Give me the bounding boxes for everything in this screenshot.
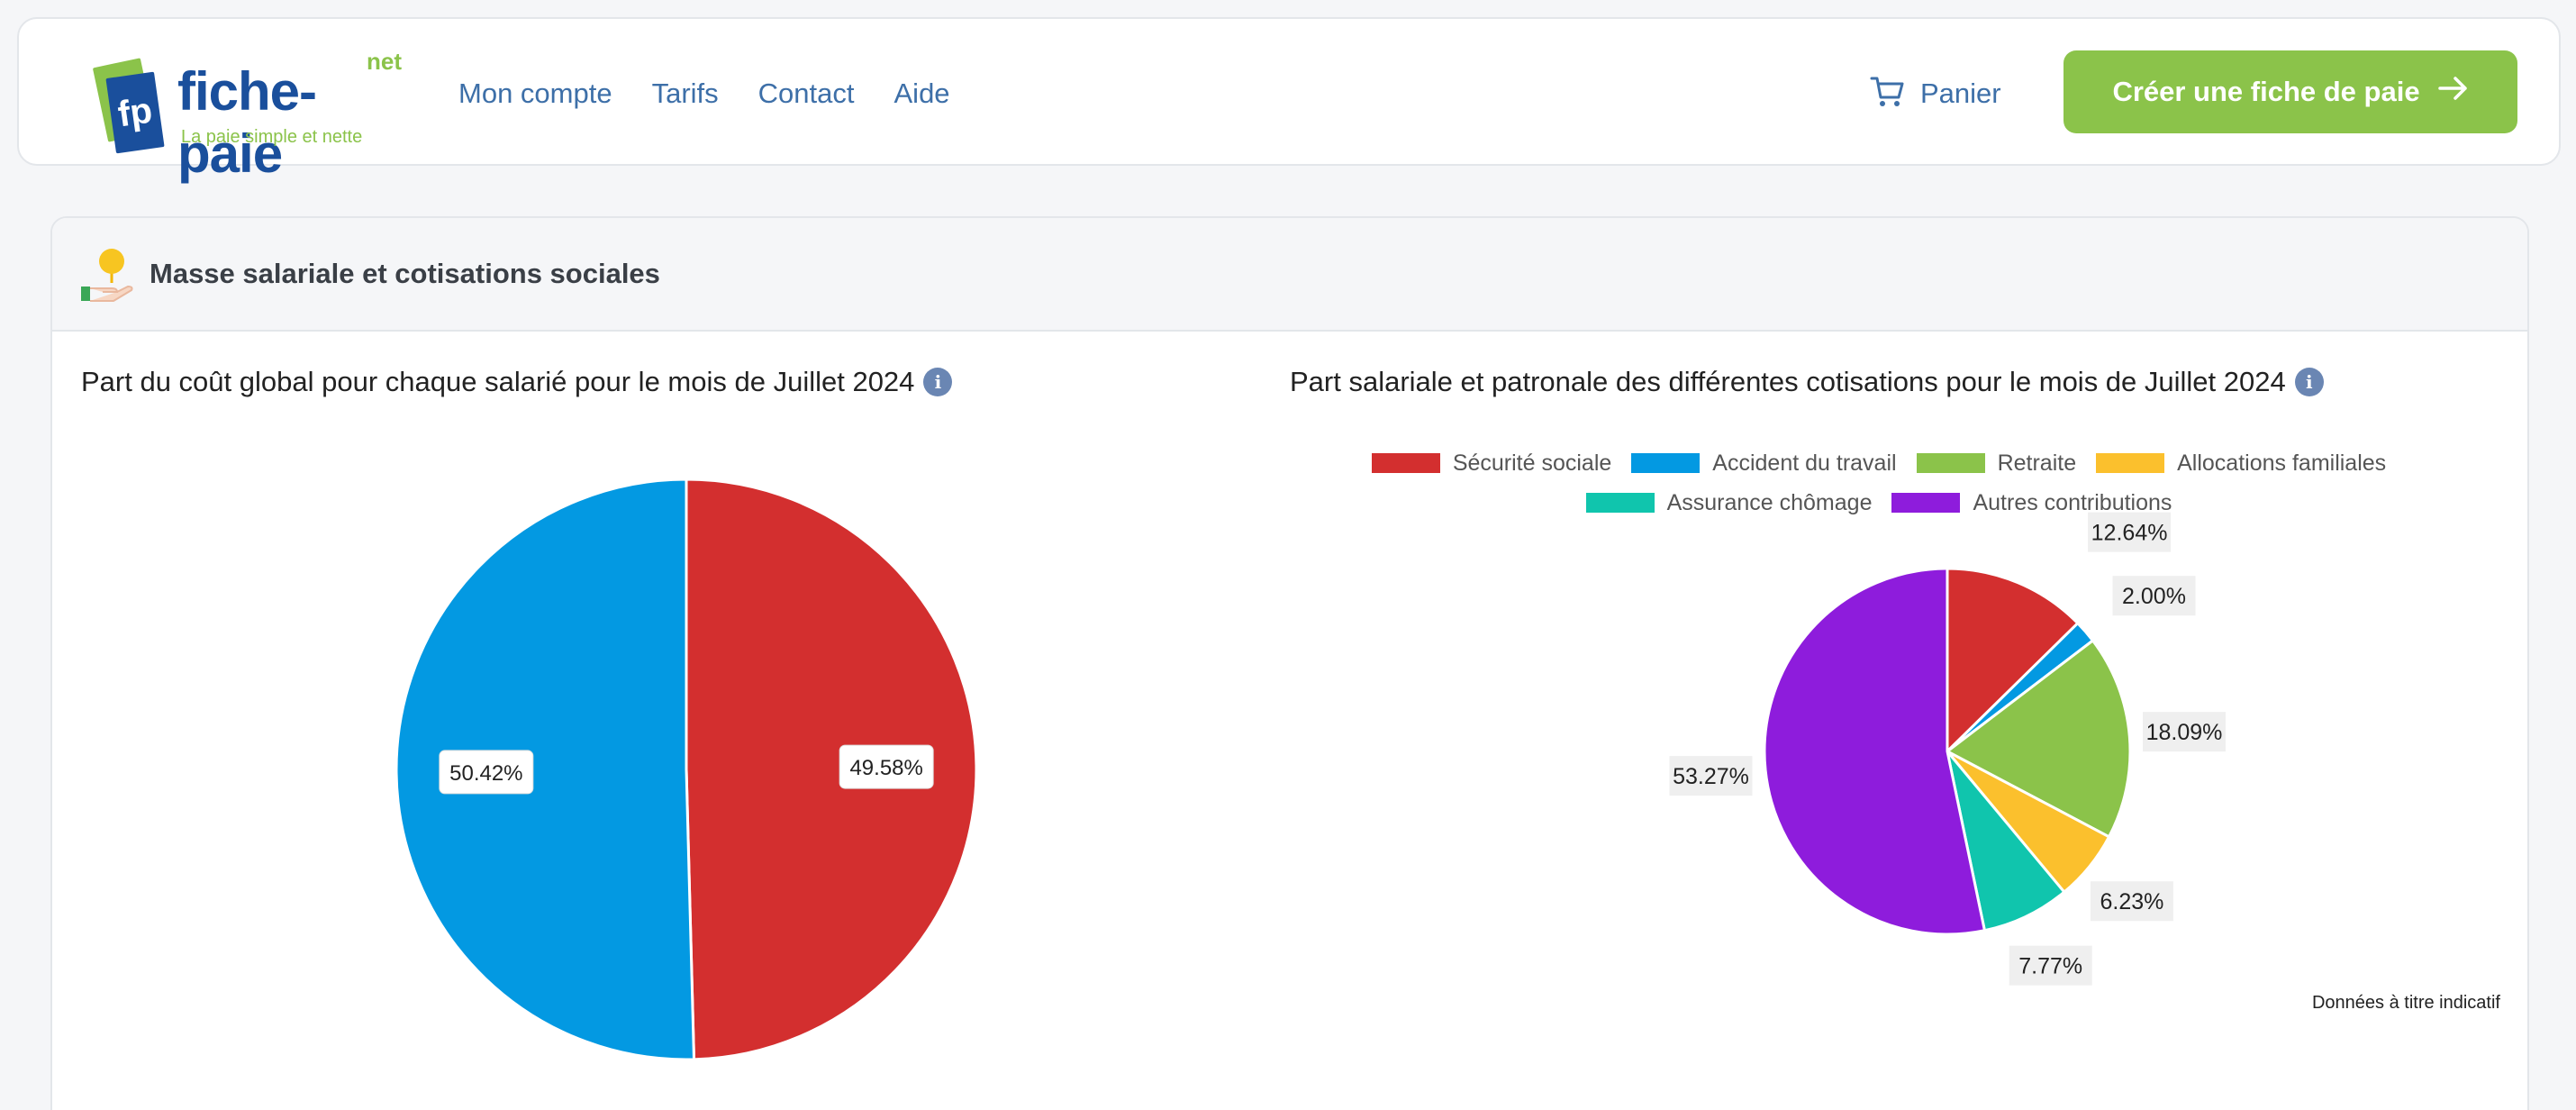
svg-text:53.27%: 53.27% [1673, 764, 1749, 789]
pie2-data-label-2: 18.09% [2142, 712, 2226, 752]
legend-label: Sécurité sociale [1452, 450, 1612, 476]
cart-link[interactable]: Panier [1870, 71, 2001, 116]
pie1-data-label-0: 49.58% [839, 744, 934, 789]
svg-text:7.77%: 7.77% [2018, 954, 2082, 979]
pie2-data-label-5: 53.27% [1669, 756, 1753, 796]
legend-swatch [1371, 453, 1440, 473]
brand-tagline: La paie simple et nette [181, 127, 363, 147]
legend-label: Allocations familiales [2177, 450, 2387, 476]
chart-1-title-text: Part du coût global pour chaque salarié … [81, 366, 915, 397]
legend-label: Assurance chômage [1666, 489, 1873, 515]
pie-chart-contributions: 12.64% 2.00% 18.09% 6.23% 7.77% 53.27% [1669, 512, 2226, 986]
top-navbar: fp fiche-paie net La paie simple et nett… [17, 17, 2561, 184]
nav-link-aide[interactable]: Aide [893, 77, 950, 109]
card-header: Masse salariale et cotisations sociales [52, 218, 2527, 332]
nav-link-tarifs[interactable]: Tarifs [651, 77, 719, 109]
brand-name: fiche-paie [177, 61, 317, 184]
legend-swatch [2096, 453, 2165, 473]
chart-2-legend: Sécurité sociale Accident du travail Retra… [1293, 443, 2464, 523]
brand-logo[interactable]: fp fiche-paie net La paie simple et nett… [78, 44, 421, 184]
legend-swatch [1585, 493, 1655, 513]
legend-item[interactable]: Retraite [1916, 450, 2077, 477]
info-icon[interactable]: i [2294, 368, 2324, 396]
nav-link-contact[interactable]: Contact [757, 77, 855, 109]
info-icon[interactable]: i [923, 368, 953, 396]
svg-text:18.09%: 18.09% [2146, 720, 2223, 745]
legend-row: Sécurité sociale Accident du travail Retra… [1293, 443, 2464, 483]
legend-swatch [1631, 453, 1701, 473]
legend-item[interactable]: Sécurité sociale [1371, 450, 1612, 477]
pie2-data-label-4: 7.77% [2009, 945, 2092, 986]
svg-text:49.58%: 49.58% [849, 756, 922, 780]
hand-coin-icon [81, 247, 135, 305]
pie1-data-label-1: 50.42% [439, 750, 534, 795]
create-payslip-label: Créer une fiche de paie [2112, 76, 2420, 107]
legend-item[interactable]: Accident du travail [1631, 450, 1897, 477]
arrow-right-icon [2437, 75, 2469, 109]
pie1-slice-1[interactable] [395, 478, 696, 1061]
chart-2-title: Part salariale et patronale des différen… [1290, 366, 2324, 398]
svg-text:50.42%: 50.42% [449, 761, 522, 786]
pie1-slice-0[interactable] [685, 478, 978, 1061]
svg-text:6.23%: 6.23% [2100, 889, 2164, 914]
chart-2-title-text: Part salariale et patronale des différen… [1290, 366, 2286, 397]
pie2-slice-2[interactable] [1945, 638, 2132, 839]
pie2-data-label-0: 12.64% [2088, 512, 2172, 552]
svg-text:12.64%: 12.64% [2091, 521, 2168, 546]
legend-label: Accident du travail [1712, 450, 1897, 476]
pie-chart-cost-share: 49.58% 50.42% [395, 478, 978, 1061]
legend-swatch [1891, 493, 1961, 513]
brand-net: net [367, 48, 402, 75]
card-title: Masse salariale et cotisations sociales [150, 258, 660, 289]
cart-label: Panier [1920, 77, 2001, 109]
legend-row: Assurance chômage Autres contributions [1293, 483, 2464, 523]
create-payslip-button[interactable]: Créer une fiche de paie [2064, 50, 2517, 133]
legend-swatch [1916, 453, 1985, 473]
nav-link-mon-compte[interactable]: Mon compte [458, 77, 612, 109]
legend-item[interactable]: Autres contributions [1891, 490, 2172, 516]
chart-1-title: Part du coût global pour chaque salarié … [81, 366, 953, 398]
disclaimer-note: Données à titre indicatif [2311, 993, 2500, 1013]
legend-label: Retraite [1997, 450, 2077, 476]
svg-text:2.00%: 2.00% [2122, 584, 2186, 609]
pie2-data-label-3: 6.23% [2090, 881, 2173, 922]
pie2-data-label-1: 2.00% [2112, 576, 2196, 616]
logo-mark-icon: fp [92, 58, 165, 154]
main-nav: Mon compte Tarifs Contact Aide [458, 71, 950, 116]
pie2-slice-5[interactable] [1763, 567, 1987, 936]
legend-item[interactable]: Allocations familiales [2096, 450, 2386, 477]
cart-icon [1870, 76, 1904, 113]
legend-label: Autres contributions [1973, 489, 2172, 515]
legend-item[interactable]: Assurance chômage [1585, 489, 1873, 516]
payroll-card: Masse salariale et cotisations sociales … [50, 216, 2529, 1110]
pie2-slice-0[interactable] [1946, 567, 2080, 755]
